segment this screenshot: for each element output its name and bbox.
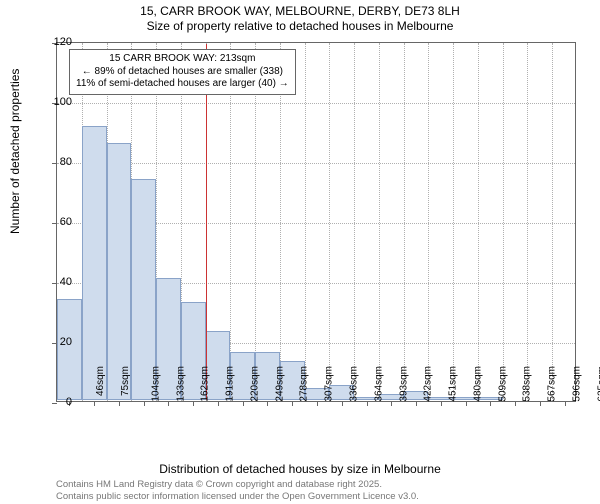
x-tick-mark	[565, 401, 566, 406]
x-tick-mark	[515, 401, 516, 406]
annotation-line: 15 CARR BROOK WAY: 213sqm	[76, 53, 289, 66]
gridline-vertical	[503, 43, 504, 401]
x-tick-label: 538sqm	[522, 366, 533, 402]
gridline-vertical	[453, 43, 454, 401]
gridline-vertical	[280, 43, 281, 401]
x-tick-label: 220sqm	[250, 366, 261, 402]
x-tick-label: 509sqm	[497, 366, 508, 402]
histogram-bar	[107, 143, 132, 400]
x-tick-mark	[441, 401, 442, 406]
chart-container: 15, CARR BROOK WAY, MELBOURNE, DERBY, DE…	[0, 4, 600, 504]
gridline-vertical	[230, 43, 231, 401]
x-tick-mark	[243, 401, 244, 406]
y-tick-label: 20	[42, 336, 72, 348]
x-tick-label: 307sqm	[324, 366, 335, 402]
marker-line	[206, 44, 207, 400]
x-tick-mark	[540, 401, 541, 406]
x-tick-mark	[391, 401, 392, 406]
x-tick-label: 625sqm	[596, 366, 600, 402]
footer-line2: Contains public sector information licen…	[56, 491, 419, 502]
x-tick-mark	[267, 401, 268, 406]
y-axis-label: Number of detached properties	[8, 69, 22, 234]
gridline-horizontal	[57, 163, 575, 164]
chart-title-line1: 15, CARR BROOK WAY, MELBOURNE, DERBY, DE…	[0, 4, 600, 18]
x-tick-mark	[466, 401, 467, 406]
y-tick-label: 40	[42, 276, 72, 288]
x-axis-label: Distribution of detached houses by size …	[0, 462, 600, 476]
x-tick-mark	[193, 401, 194, 406]
x-tick-mark	[342, 401, 343, 406]
y-tick-label: 60	[42, 216, 72, 228]
gridline-vertical	[255, 43, 256, 401]
chart-title-line2: Size of property relative to detached ho…	[0, 19, 600, 33]
plot-area: 15 CARR BROOK WAY: 213sqm← 89% of detach…	[56, 42, 576, 402]
gridline-vertical	[305, 43, 306, 401]
x-tick-label: 480sqm	[472, 366, 483, 402]
x-tick-mark	[144, 401, 145, 406]
x-tick-label: 104sqm	[150, 366, 161, 402]
y-tick-label: 100	[42, 96, 72, 108]
annotation-line: 11% of semi-detached houses are larger (…	[76, 78, 289, 91]
x-tick-label: 133sqm	[175, 366, 186, 402]
x-tick-mark	[292, 401, 293, 406]
annotation-box: 15 CARR BROOK WAY: 213sqm← 89% of detach…	[69, 49, 296, 95]
gridline-vertical	[527, 43, 528, 401]
x-tick-mark	[119, 401, 120, 406]
x-tick-label: 278sqm	[299, 366, 310, 402]
x-tick-label: 162sqm	[200, 366, 211, 402]
x-tick-mark	[490, 401, 491, 406]
y-tick-label: 0	[42, 396, 72, 408]
footer-note: Contains HM Land Registry data © Crown c…	[56, 479, 419, 502]
x-tick-label: 422sqm	[423, 366, 434, 402]
x-tick-label: 596sqm	[571, 366, 582, 402]
footer-line1: Contains HM Land Registry data © Crown c…	[56, 479, 419, 490]
x-tick-label: 451sqm	[448, 366, 459, 402]
gridline-vertical	[354, 43, 355, 401]
x-tick-label: 393sqm	[398, 366, 409, 402]
x-tick-label: 567sqm	[547, 366, 558, 402]
x-tick-mark	[218, 401, 219, 406]
plot-border: 15 CARR BROOK WAY: 213sqm← 89% of detach…	[56, 42, 576, 402]
y-tick-label: 120	[42, 36, 72, 48]
gridline-vertical	[404, 43, 405, 401]
gridline-vertical	[329, 43, 330, 401]
x-tick-mark	[94, 401, 95, 406]
x-tick-label: 364sqm	[373, 366, 384, 402]
gridline-vertical	[379, 43, 380, 401]
y-tick-label: 80	[42, 156, 72, 168]
x-tick-mark	[416, 401, 417, 406]
x-tick-mark	[367, 401, 368, 406]
gridline-horizontal	[57, 103, 575, 104]
annotation-line: ← 89% of detached houses are smaller (33…	[76, 66, 289, 79]
gridline-vertical	[478, 43, 479, 401]
gridline-vertical	[428, 43, 429, 401]
histogram-bar	[57, 299, 82, 400]
x-tick-mark	[317, 401, 318, 406]
x-tick-mark	[168, 401, 169, 406]
x-tick-label: 191sqm	[225, 366, 236, 402]
gridline-vertical	[552, 43, 553, 401]
x-tick-label: 75sqm	[120, 366, 131, 396]
histogram-bar	[82, 126, 107, 400]
x-tick-label: 249sqm	[274, 366, 285, 402]
x-tick-label: 46sqm	[95, 366, 106, 396]
x-tick-label: 336sqm	[349, 366, 360, 402]
